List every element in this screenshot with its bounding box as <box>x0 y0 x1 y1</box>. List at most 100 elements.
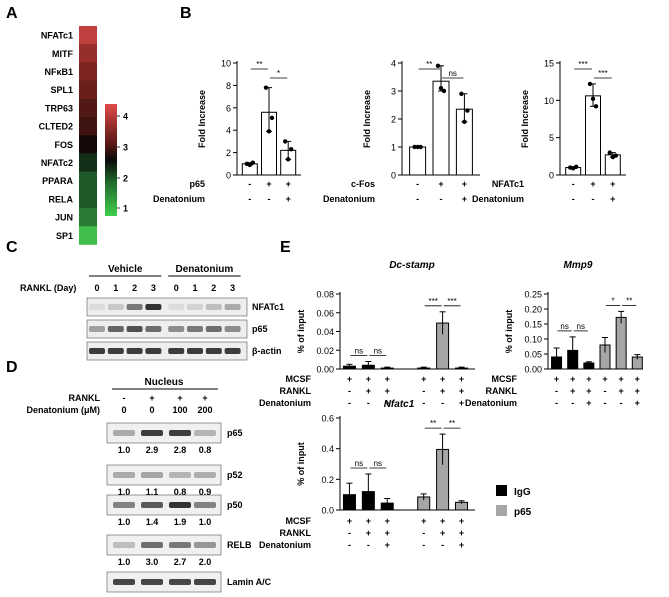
y-tick-label: 10 <box>544 96 554 106</box>
condition-mark: - <box>441 398 444 408</box>
blot-band <box>169 542 191 548</box>
blot-band <box>113 430 135 436</box>
heatmap-gene-label: FOS <box>54 140 73 150</box>
condition-mark: + <box>440 516 445 526</box>
heatmap-gene-label: NFκB1 <box>44 67 73 77</box>
blot-band <box>194 579 216 585</box>
denatonium-value: 100 <box>172 405 187 415</box>
y-axis-label: % of input <box>296 310 306 354</box>
blot-band <box>126 326 143 332</box>
condition-mark: + <box>385 540 390 550</box>
blot-band <box>169 472 191 478</box>
heatmap-gene-label: JUN <box>55 213 73 223</box>
data-point <box>459 91 464 97</box>
data-point <box>435 63 441 68</box>
blot-band <box>187 304 203 310</box>
significance-label: * <box>277 69 280 78</box>
condition-mark: + <box>438 179 443 189</box>
significance-label: * <box>612 296 615 305</box>
day-label: 2 <box>211 283 216 293</box>
western-blot-d: Nucleus RANKL - + + + Denatonium (μM) 0 0 100 200 p… <box>27 377 272 593</box>
heatmap-cell <box>79 153 97 172</box>
y-tick-label: 3 <box>391 87 396 97</box>
condition-label: RANKL <box>280 528 312 538</box>
blot-band <box>194 430 216 436</box>
blot-band <box>187 326 203 332</box>
blot-band <box>141 502 163 508</box>
chart-5: 0.00 0.05 0.10 0.15 0.20 0.25 % of input Mmp9 ns… <box>465 260 643 408</box>
heatmap-cell <box>79 80 97 100</box>
condition-mark: - <box>440 194 443 204</box>
condition-mark: + <box>347 374 352 384</box>
quantification-value: 1.0 <box>118 557 131 567</box>
condition-mark: + <box>459 386 464 396</box>
condition-mark: + <box>421 374 426 384</box>
legend: IgG p65 <box>496 485 532 518</box>
data-point <box>613 153 618 158</box>
denatonium-label: Denatonium (μM) <box>27 405 101 415</box>
blot-band <box>187 348 203 354</box>
condition-mark: + <box>385 386 390 396</box>
significance-label: *** <box>578 60 587 69</box>
condition-mark: + <box>286 179 291 189</box>
y-tick-label: 10 <box>221 59 231 69</box>
y-tick-label: 2 <box>391 115 396 125</box>
condition-mark: - <box>268 194 271 204</box>
bar <box>585 95 601 176</box>
data-point <box>590 96 596 102</box>
heatmap-gene-label: NFATc2 <box>41 158 73 168</box>
y-tick-label: 0.00 <box>316 365 334 375</box>
day-label: 1 <box>113 283 118 293</box>
day-label: 3 <box>230 283 235 293</box>
y-tick-label: 0.15 <box>524 320 542 330</box>
y-tick-label: 0.10 <box>524 335 542 345</box>
blot-band <box>194 502 216 508</box>
data-point <box>607 150 612 155</box>
quantification-value: 3.0 <box>146 557 159 567</box>
condition-mark: + <box>462 179 467 189</box>
significance-label: ** <box>449 419 455 428</box>
significance-label: ** <box>426 60 432 69</box>
legend-label-p65: p65 <box>514 507 532 518</box>
heatmap-cell <box>79 117 97 136</box>
condition-mark: - <box>416 194 419 204</box>
data-point <box>574 164 579 169</box>
condition-mark: + <box>462 194 467 204</box>
condition-mark: - <box>248 179 251 189</box>
quantification-value: 1.4 <box>146 517 159 527</box>
blot-strip <box>86 319 248 339</box>
blot-band <box>113 542 135 548</box>
y-tick-label: 0.05 <box>524 350 542 360</box>
significance-label: ns <box>560 322 568 331</box>
y-tick-label: 0.04 <box>316 327 334 337</box>
condition-mark: - <box>422 386 425 396</box>
band-label: p65 <box>252 324 268 334</box>
data-point <box>462 119 467 125</box>
heatmap-cell <box>79 189 97 209</box>
bar <box>409 146 427 176</box>
heatmap-cell <box>79 171 97 191</box>
condition-mark: - <box>572 194 575 204</box>
blot-strip <box>106 494 222 516</box>
blot-band <box>141 542 163 548</box>
quantification-value: 0.8 <box>199 445 212 455</box>
denatonium-value: 200 <box>197 405 212 415</box>
condition-mark: + <box>635 398 640 408</box>
heatmap-cell <box>79 98 97 118</box>
condition-mark: + <box>347 516 352 526</box>
data-point <box>438 86 444 91</box>
blot-band <box>113 502 135 508</box>
condition-mark: + <box>459 516 464 526</box>
condition-mark: - <box>620 398 623 408</box>
blot-strip <box>106 464 222 486</box>
heatmap-gene-label: MITF <box>52 49 73 59</box>
y-tick-label: 0.02 <box>316 346 334 356</box>
data-point <box>465 108 470 113</box>
condition-mark: - <box>604 398 607 408</box>
quantification-value: 1.0 <box>199 517 212 527</box>
color-scale-tick-label: 2 <box>123 174 128 184</box>
blot-band <box>205 348 222 354</box>
condition-label: MCSF <box>492 374 518 384</box>
quantification-value: 0.8 <box>174 487 187 497</box>
